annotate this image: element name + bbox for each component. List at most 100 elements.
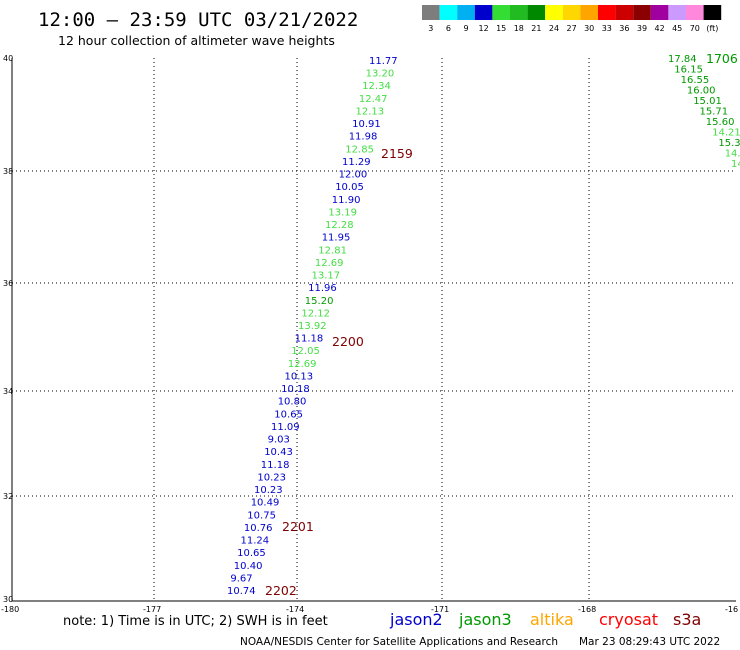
swh-value: 11.98 [349,132,378,143]
swh-value: 10.18 [281,384,310,395]
swh-value: 15.71 [700,107,729,118]
swh-value: 12.28 [325,220,354,231]
altimeter-track-right: 17.8416.1516.5516.0015.0115.7115.6014.21… [668,54,740,170]
color-scale-label: 36 [619,24,629,33]
swh-value: 11.18 [261,460,290,471]
swh-value: 11.90 [332,195,361,206]
swh-value: 10.43 [264,447,293,458]
color-scale-label: 70 [690,24,700,33]
pass-time-label: 2202 [265,583,297,598]
swh-value: 10.91 [352,119,381,130]
color-scale-swatch [580,5,598,20]
color-scale-swatch [668,5,686,20]
color-scale-legend: 3 6 9 12 15 18 21 24 27 30 33 36 39 42 45 70 (ft) [422,5,722,33]
swh-value: 13.92 [298,321,327,332]
satellite-legend-item: s3a [673,610,701,629]
swh-value: 12.69 [288,359,317,370]
swh-value: 11.29 [342,157,371,168]
swh-value: 11.95 [322,233,351,244]
lon-label: -16 [725,605,738,614]
color-scale-swatch [598,5,616,20]
swh-value: 12.34 [362,81,391,92]
swh-value: 15.60 [706,117,735,128]
lat-label: 32 [3,492,13,501]
color-scale-label: 9 [463,24,468,33]
swh-value: 12.05 [291,346,320,357]
swh-value: 12.81 [318,245,347,256]
swh-value: 16.15 [674,65,703,76]
swh-value: 17.84 [668,54,697,65]
swh-value: 10.65 [274,409,303,420]
swh-value: 10.05 [335,182,364,193]
pass-time-label: 2159 [381,146,413,161]
units-note: note: 1) Time is in UTC; 2) SWH is in fe… [63,614,328,629]
lat-label: 40 [3,54,13,63]
page-subtitle: 12 hour collection of altimeter wave hei… [58,33,335,48]
swh-value: 10.80 [278,397,307,408]
swh-value: 11.24 [241,536,270,547]
color-scale-swatch [492,5,510,20]
color-scale-swatch [703,5,722,20]
lon-label: -177 [143,605,161,614]
color-scale-swatch [439,5,458,20]
swh-value: 11.96 [308,283,337,294]
lon-label: -180 [1,605,19,614]
satellite-legend-item: altika [530,610,574,629]
color-scale-swatch [562,5,581,20]
color-scale-swatch [474,5,493,20]
color-scale-label: 45 [672,24,682,33]
lon-label: -174 [286,605,304,614]
swh-value: 13.19 [328,207,357,218]
swh-value: 12.13 [356,107,385,118]
longitude-labels: -180 -177 -174 -171 -168 -16 [1,605,738,614]
color-scale-label: 33 [602,24,612,33]
color-scale-label: 30 [584,24,594,33]
pass-time-label: 2201 [282,519,314,534]
color-scale-label: 21 [531,24,541,33]
color-scale-label: 3 [428,24,433,33]
color-scale-swatch [510,5,528,20]
graticule [12,58,736,601]
color-scale-label: 6 [446,24,451,33]
swh-value: 10.75 [247,510,276,521]
swh-value: 12.85 [345,144,374,155]
swh-value: 14 [731,159,740,170]
lat-label: 30 [3,595,13,604]
pass-time-labels: 2159 2200 2201 2202 1706 [265,51,738,598]
color-scale-label: 24 [549,24,559,33]
color-scale-label: (ft) [706,24,718,33]
swh-value: 16.55 [681,75,710,86]
latitude-labels: 40 38 36 34 32 30 [3,54,13,604]
color-scale-swatch [422,5,440,20]
swh-value: 14.21 [712,128,740,139]
color-scale-swatch [545,5,563,20]
swh-value: 10.65 [237,548,266,559]
lat-label: 36 [3,279,13,288]
swh-value: 11.18 [295,334,324,345]
swh-value: 12.69 [315,258,344,269]
swh-value: 10.49 [251,498,280,509]
page-title: 12:00 – 23:59 UTC 03/21/2022 [38,9,358,31]
swh-value: 11.77 [369,56,398,67]
color-scale-label: 42 [655,24,665,33]
swh-value: 9.67 [230,573,252,584]
swh-value: 12.12 [301,308,330,319]
color-scale-label: 15 [496,24,506,33]
swh-value: 10.74 [227,586,256,597]
color-scale-label: 18 [514,24,524,33]
satellite-legend-item: cryosat [599,610,658,629]
color-scale-swatch [633,5,651,20]
satellite-legend: jason2 jason3 altika cryosat s3a [389,610,701,629]
color-scale-label: 27 [567,24,577,33]
swh-value: 16.00 [687,86,716,97]
color-scale-swatch [457,5,475,20]
satellite-legend-item: jason2 [389,610,443,629]
swh-value: 12.00 [339,170,368,181]
credit-text: NOAA/NESDIS Center for Satellite Applica… [240,636,558,648]
pass-time-label: 1706 [706,51,738,66]
swh-value: 10.40 [234,561,263,572]
color-scale-swatch [650,5,669,20]
lat-label: 38 [3,167,13,176]
